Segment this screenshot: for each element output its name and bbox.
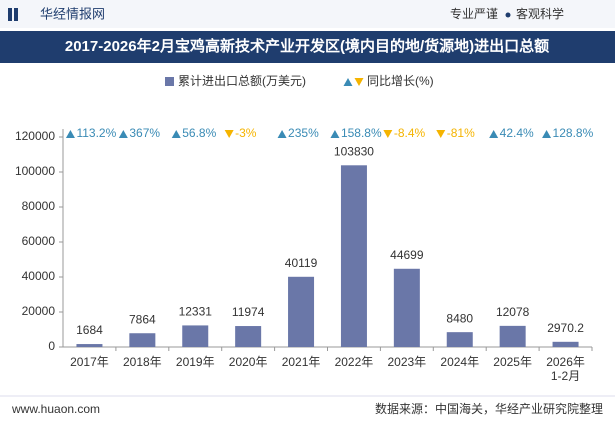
bar — [288, 276, 315, 347]
bar-value-label: 12078 — [496, 305, 530, 319]
growth-label: 42.4% — [500, 126, 534, 140]
y-tick-label: 100000 — [15, 164, 55, 178]
bar — [182, 325, 209, 347]
growth-marker — [436, 130, 446, 138]
growth-label: -8.4% — [394, 126, 426, 140]
x-tick-label: 2017年 — [70, 355, 109, 369]
legend-swatch — [165, 77, 174, 86]
bar-value-label: 1684 — [76, 323, 103, 337]
header-bar — [0, 0, 615, 28]
bar — [552, 341, 579, 347]
brand: 华经情报网 — [40, 6, 105, 21]
bar-value-label: 8480 — [446, 311, 473, 325]
growth-marker — [65, 130, 75, 138]
x-tick-label: 2023年 — [387, 355, 427, 369]
bar-value-label: 40119 — [285, 256, 318, 270]
legend-label: 同比增长(%) — [367, 74, 434, 88]
x-tick-label: 2018年 — [122, 355, 162, 369]
bar — [129, 333, 156, 347]
growth-label: 158.8% — [341, 126, 382, 140]
bar-value-label: 7864 — [129, 312, 156, 326]
bar-value-label: 44699 — [390, 248, 424, 262]
bar — [235, 326, 262, 347]
legend-swatch — [343, 78, 353, 86]
growth-label: 128.8% — [553, 126, 594, 140]
growth-marker — [489, 130, 499, 138]
y-tick-label: 120000 — [15, 129, 55, 143]
growth-label: -81% — [447, 126, 475, 140]
x-tick-label: 2019年 — [175, 355, 215, 369]
y-tick-label: 0 — [48, 339, 55, 353]
bar — [76, 344, 103, 347]
growth-label: -3% — [235, 126, 257, 140]
growth-marker — [277, 130, 287, 138]
bar — [499, 325, 526, 347]
logo-icon — [8, 8, 12, 21]
x-tick-label: 2022年 — [334, 355, 374, 369]
growth-label: 113.2% — [76, 126, 116, 140]
y-tick-label: 40000 — [22, 269, 56, 283]
title-bar — [0, 31, 615, 63]
growth-marker — [542, 130, 552, 138]
growth-label: 56.8% — [182, 126, 216, 140]
y-tick-label: 20000 — [22, 304, 56, 318]
dot — [505, 12, 511, 18]
chart-title: 2017-2026年2月宝鸡高新技术产业开发区(境内目的地/货源地)进出口总额 — [65, 37, 549, 55]
x-tick-label: 2025年 — [493, 355, 532, 369]
growth-marker — [383, 130, 393, 138]
growth-label: 235% — [288, 126, 319, 140]
x-tick-label: 2021年 — [281, 355, 321, 369]
slogan: 专业严谨 — [450, 6, 498, 21]
bar-value-label: 12331 — [179, 305, 213, 319]
source: 数据来源：中国海关，华经产业研究院整理 — [375, 401, 603, 416]
website: www.huaon.com — [11, 402, 100, 416]
y-tick-label: 80000 — [22, 199, 56, 213]
legend-swatch — [354, 78, 364, 86]
bar-value-label: 103830 — [334, 144, 374, 158]
growth-marker — [330, 130, 340, 138]
x-tick-label: 2020年 — [228, 355, 268, 369]
legend-label: 累计进出口总额(万美元) — [178, 74, 306, 88]
x-tick-label: 2026年1-2月 — [546, 355, 585, 383]
growth-label: 367% — [129, 126, 160, 140]
bar-value-label: 11974 — [232, 305, 265, 319]
x-tick-label: 2024年 — [440, 355, 480, 369]
logo-icon — [14, 8, 18, 21]
bar — [393, 268, 420, 347]
growth-marker — [171, 130, 181, 138]
bar — [340, 165, 367, 347]
growth-marker — [224, 130, 234, 138]
bar — [446, 332, 473, 347]
growth-marker — [118, 130, 128, 138]
slogan: 客观科学 — [516, 6, 564, 21]
bar-value-label: 2970.2 — [547, 321, 584, 335]
y-tick-label: 60000 — [22, 234, 56, 248]
